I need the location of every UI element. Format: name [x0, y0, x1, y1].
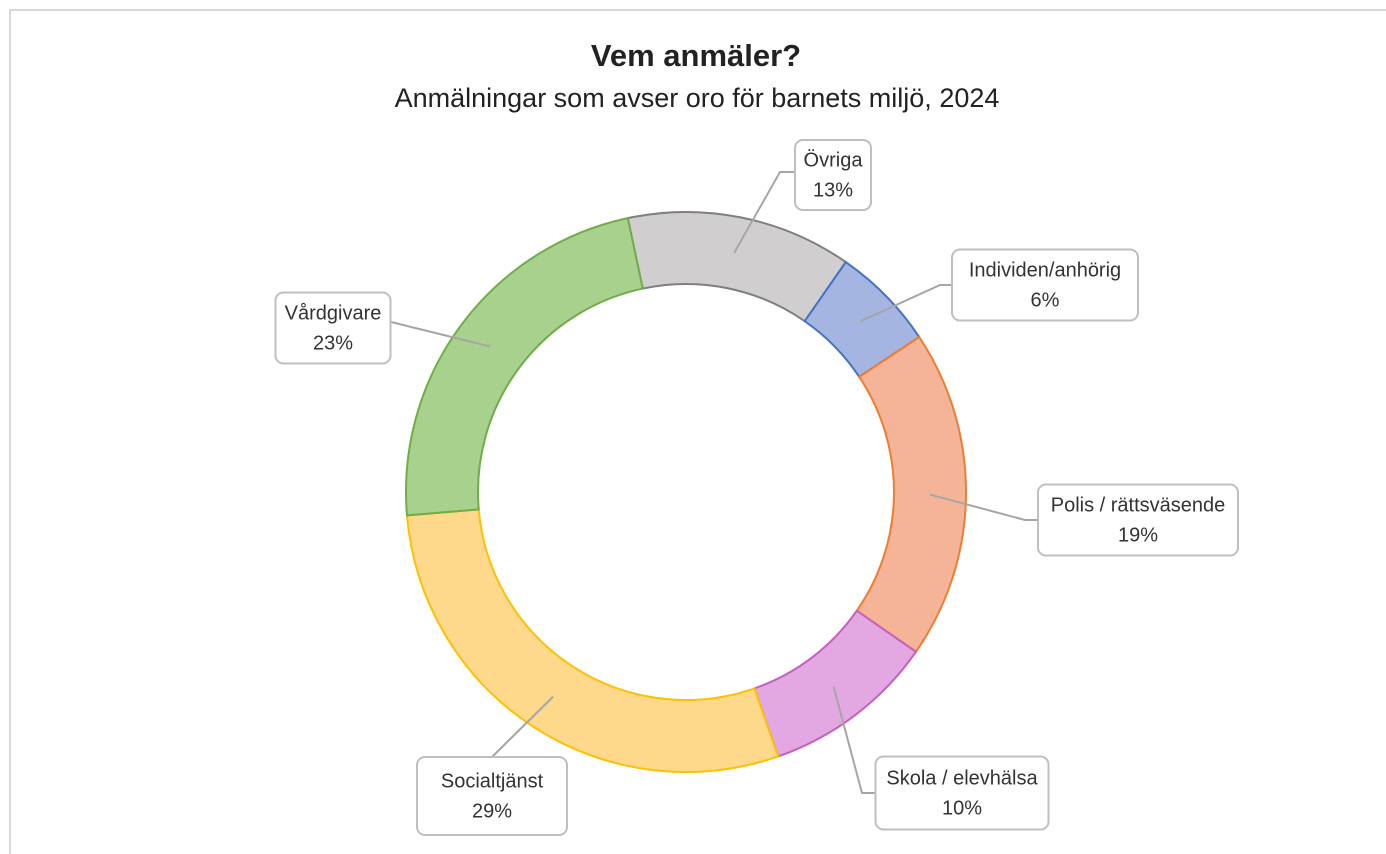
leader-line: [832, 686, 876, 794]
label-value: 23%: [313, 332, 353, 354]
label-value: 13%: [813, 179, 853, 201]
label-box: [274, 291, 392, 365]
chart-title: Vem anmäler?: [591, 38, 801, 73]
label-value: 6%: [1031, 289, 1060, 311]
label-value: 29%: [472, 800, 512, 822]
label-value: 19%: [1118, 524, 1158, 546]
label-name: Socialtjänst: [441, 770, 544, 792]
label-name: Skola / elevhälsa: [886, 767, 1038, 789]
label-box: [1037, 483, 1239, 557]
leader-line: [859, 284, 952, 323]
label-box: [951, 248, 1139, 322]
leader-line: [390, 321, 491, 348]
label-name: Övriga: [804, 149, 864, 171]
chart-subtitle: Anmälningar som avser oro för barnets mi…: [395, 83, 1000, 113]
label-box: [416, 756, 568, 836]
label-value: 10%: [942, 797, 982, 819]
leader-line: [491, 695, 554, 758]
donut-segment: [405, 508, 780, 773]
leader-line: [733, 171, 795, 254]
label-box: [794, 139, 872, 211]
label-name: Individen/anhörig: [969, 259, 1121, 281]
label-name: Vårdgivare: [285, 302, 382, 324]
leader-line: [929, 493, 1038, 521]
label-box: [874, 755, 1050, 831]
donut-segment: [405, 216, 644, 517]
label-name: Polis / rättsväsende: [1051, 494, 1226, 516]
